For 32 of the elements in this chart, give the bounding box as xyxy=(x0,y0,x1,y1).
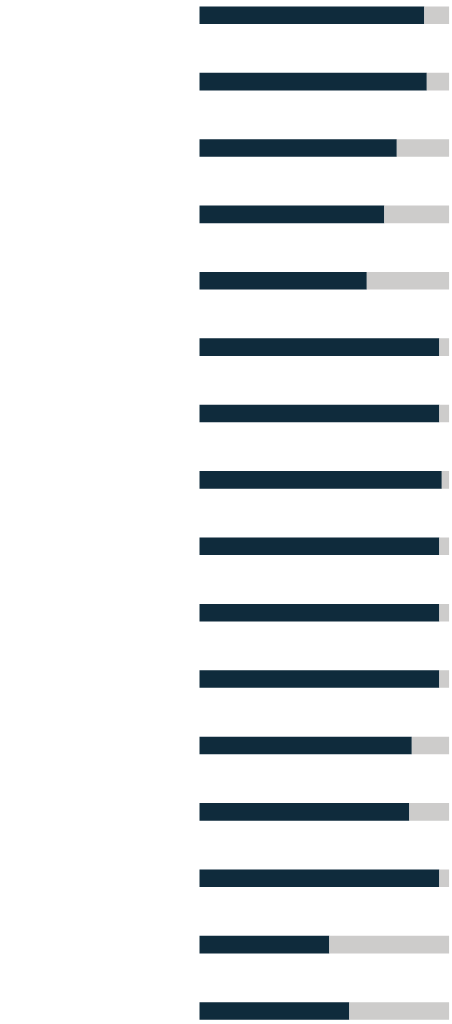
bar xyxy=(199,736,412,755)
bar xyxy=(411,736,450,755)
bar xyxy=(439,404,450,423)
bar xyxy=(199,935,330,954)
bar xyxy=(199,271,367,290)
bar xyxy=(199,139,397,157)
bar xyxy=(199,471,442,489)
bar xyxy=(439,603,450,622)
bar xyxy=(396,139,450,157)
bar xyxy=(199,205,385,224)
bar xyxy=(441,471,450,489)
bar xyxy=(439,670,450,688)
bar xyxy=(199,6,425,24)
bar xyxy=(199,869,440,888)
bar xyxy=(409,803,450,821)
bar xyxy=(439,537,450,556)
bar xyxy=(199,603,440,622)
bar xyxy=(199,404,440,423)
bar xyxy=(199,72,427,91)
bar xyxy=(424,6,450,24)
bar xyxy=(439,869,450,888)
bar xyxy=(426,72,450,91)
bar xyxy=(199,670,440,688)
bar xyxy=(199,537,440,556)
bar xyxy=(384,205,450,224)
bar xyxy=(199,803,410,821)
bar xyxy=(366,271,450,290)
bar xyxy=(329,935,450,954)
bar xyxy=(199,1002,350,1020)
bar xyxy=(439,338,450,356)
bar xyxy=(349,1002,450,1020)
bar xyxy=(199,338,440,356)
